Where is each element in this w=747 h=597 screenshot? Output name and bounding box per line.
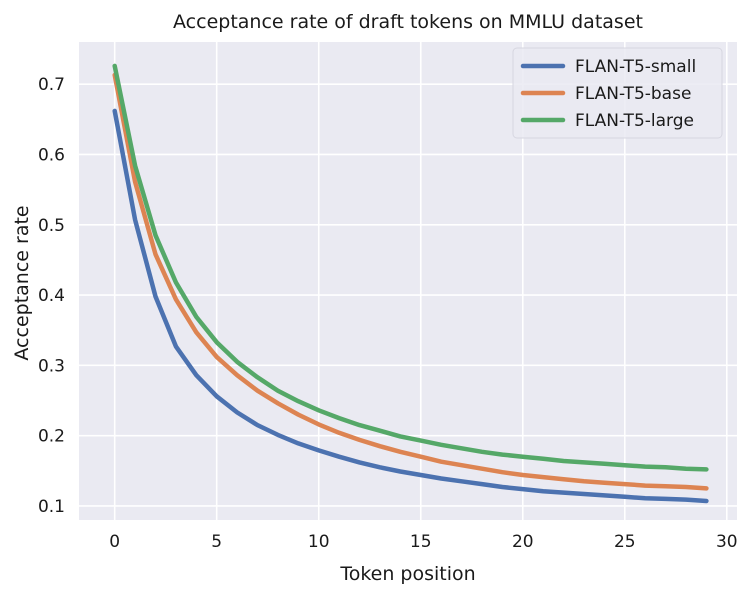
y-axis-label: Acceptance rate xyxy=(11,205,33,360)
y-tick-label: 0.4 xyxy=(38,286,65,306)
legend-label: FLAN-T5-large xyxy=(575,111,694,131)
x-tick-label: 10 xyxy=(308,532,330,552)
x-tick-label: 15 xyxy=(410,532,432,552)
y-tick-label: 0.5 xyxy=(38,216,65,236)
y-tick-label: 0.2 xyxy=(38,427,65,447)
x-tick-label: 25 xyxy=(614,532,636,552)
x-tick-label: 30 xyxy=(716,532,738,552)
y-tick-label: 0.7 xyxy=(38,75,65,95)
y-tick-label: 0.3 xyxy=(38,356,65,376)
series-line-flan-t5-large xyxy=(112,63,709,472)
series-line-flan-t5-small xyxy=(112,108,709,504)
legend: FLAN-T5-small FLAN-T5-base FLAN-T5-large xyxy=(512,47,723,139)
series-line-flan-t5-base xyxy=(112,72,709,491)
x-axis-label: Token position xyxy=(339,563,475,585)
y-tick-label: 0.1 xyxy=(38,497,65,517)
series-lines xyxy=(112,63,709,504)
y-tick-labels: 0.1 0.2 0.3 0.4 0.5 0.6 0.7 xyxy=(38,75,65,517)
chart-title: Acceptance rate of draft tokens on MMLU … xyxy=(173,11,643,33)
legend-box xyxy=(512,47,723,139)
x-tick-label: 5 xyxy=(211,532,222,552)
x-tick-labels: 0 5 10 15 20 25 30 xyxy=(109,532,737,552)
x-tick-label: 20 xyxy=(512,532,534,552)
x-tick-label: 0 xyxy=(109,532,120,552)
y-tick-label: 0.6 xyxy=(38,145,65,165)
grid xyxy=(79,42,737,520)
legend-label: FLAN-T5-small xyxy=(575,57,696,77)
legend-label: FLAN-T5-base xyxy=(575,84,691,104)
